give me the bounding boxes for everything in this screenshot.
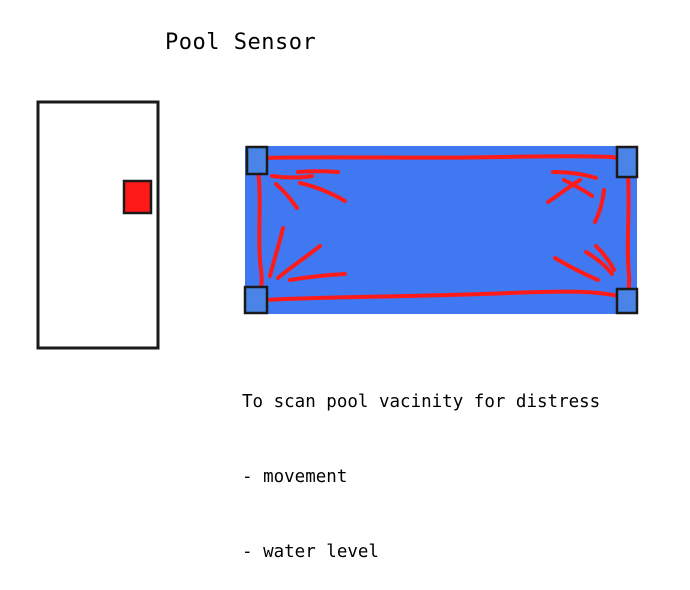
- scan-line-br-3: [594, 244, 616, 272]
- scan-line-tr-4: [593, 188, 606, 224]
- sensor-description: To scan pool vacinity for distress - mov…: [242, 340, 600, 590]
- description-item-water-level: - water level: [242, 542, 379, 562]
- corner-sensor-icon: [243, 145, 639, 315]
- scan-line-tl-3: [274, 182, 299, 210]
- sensor-top-left: [245, 145, 269, 176]
- sensor-top-right: [615, 145, 639, 179]
- scan-line-bl-1: [268, 226, 285, 278]
- description-purpose: To scan pool vacinity for distress: [242, 392, 601, 412]
- scan-line-tr-3: [546, 178, 582, 204]
- sensor-device-icon: [36, 100, 160, 350]
- scan-line-tl-4: [298, 181, 347, 203]
- page-title: Pool Sensor: [165, 30, 317, 55]
- scan-line-bl-2: [276, 244, 322, 280]
- sensor-bottom-right: [615, 287, 639, 315]
- scan-line-right: [625, 173, 632, 302]
- scan-line-tl-2: [296, 169, 340, 174]
- sensor-device-indicator: [122, 179, 153, 215]
- pool-icon: [243, 145, 639, 315]
- scan-line-br-1: [553, 256, 600, 282]
- scan-line-bl-3: [288, 272, 347, 282]
- scan-line-tr-1: [551, 170, 598, 180]
- sensor-bottom-left: [243, 285, 269, 315]
- scan-line-br-2: [584, 250, 614, 276]
- description-item-movement: - movement: [242, 467, 348, 487]
- scan-line-tl-1: [270, 174, 314, 180]
- scan-line-bottom: [262, 289, 628, 302]
- pool-sensor-diagram: [36, 100, 639, 350]
- sensor-device-body: [36, 100, 160, 350]
- scan-line-tr-2: [562, 178, 594, 198]
